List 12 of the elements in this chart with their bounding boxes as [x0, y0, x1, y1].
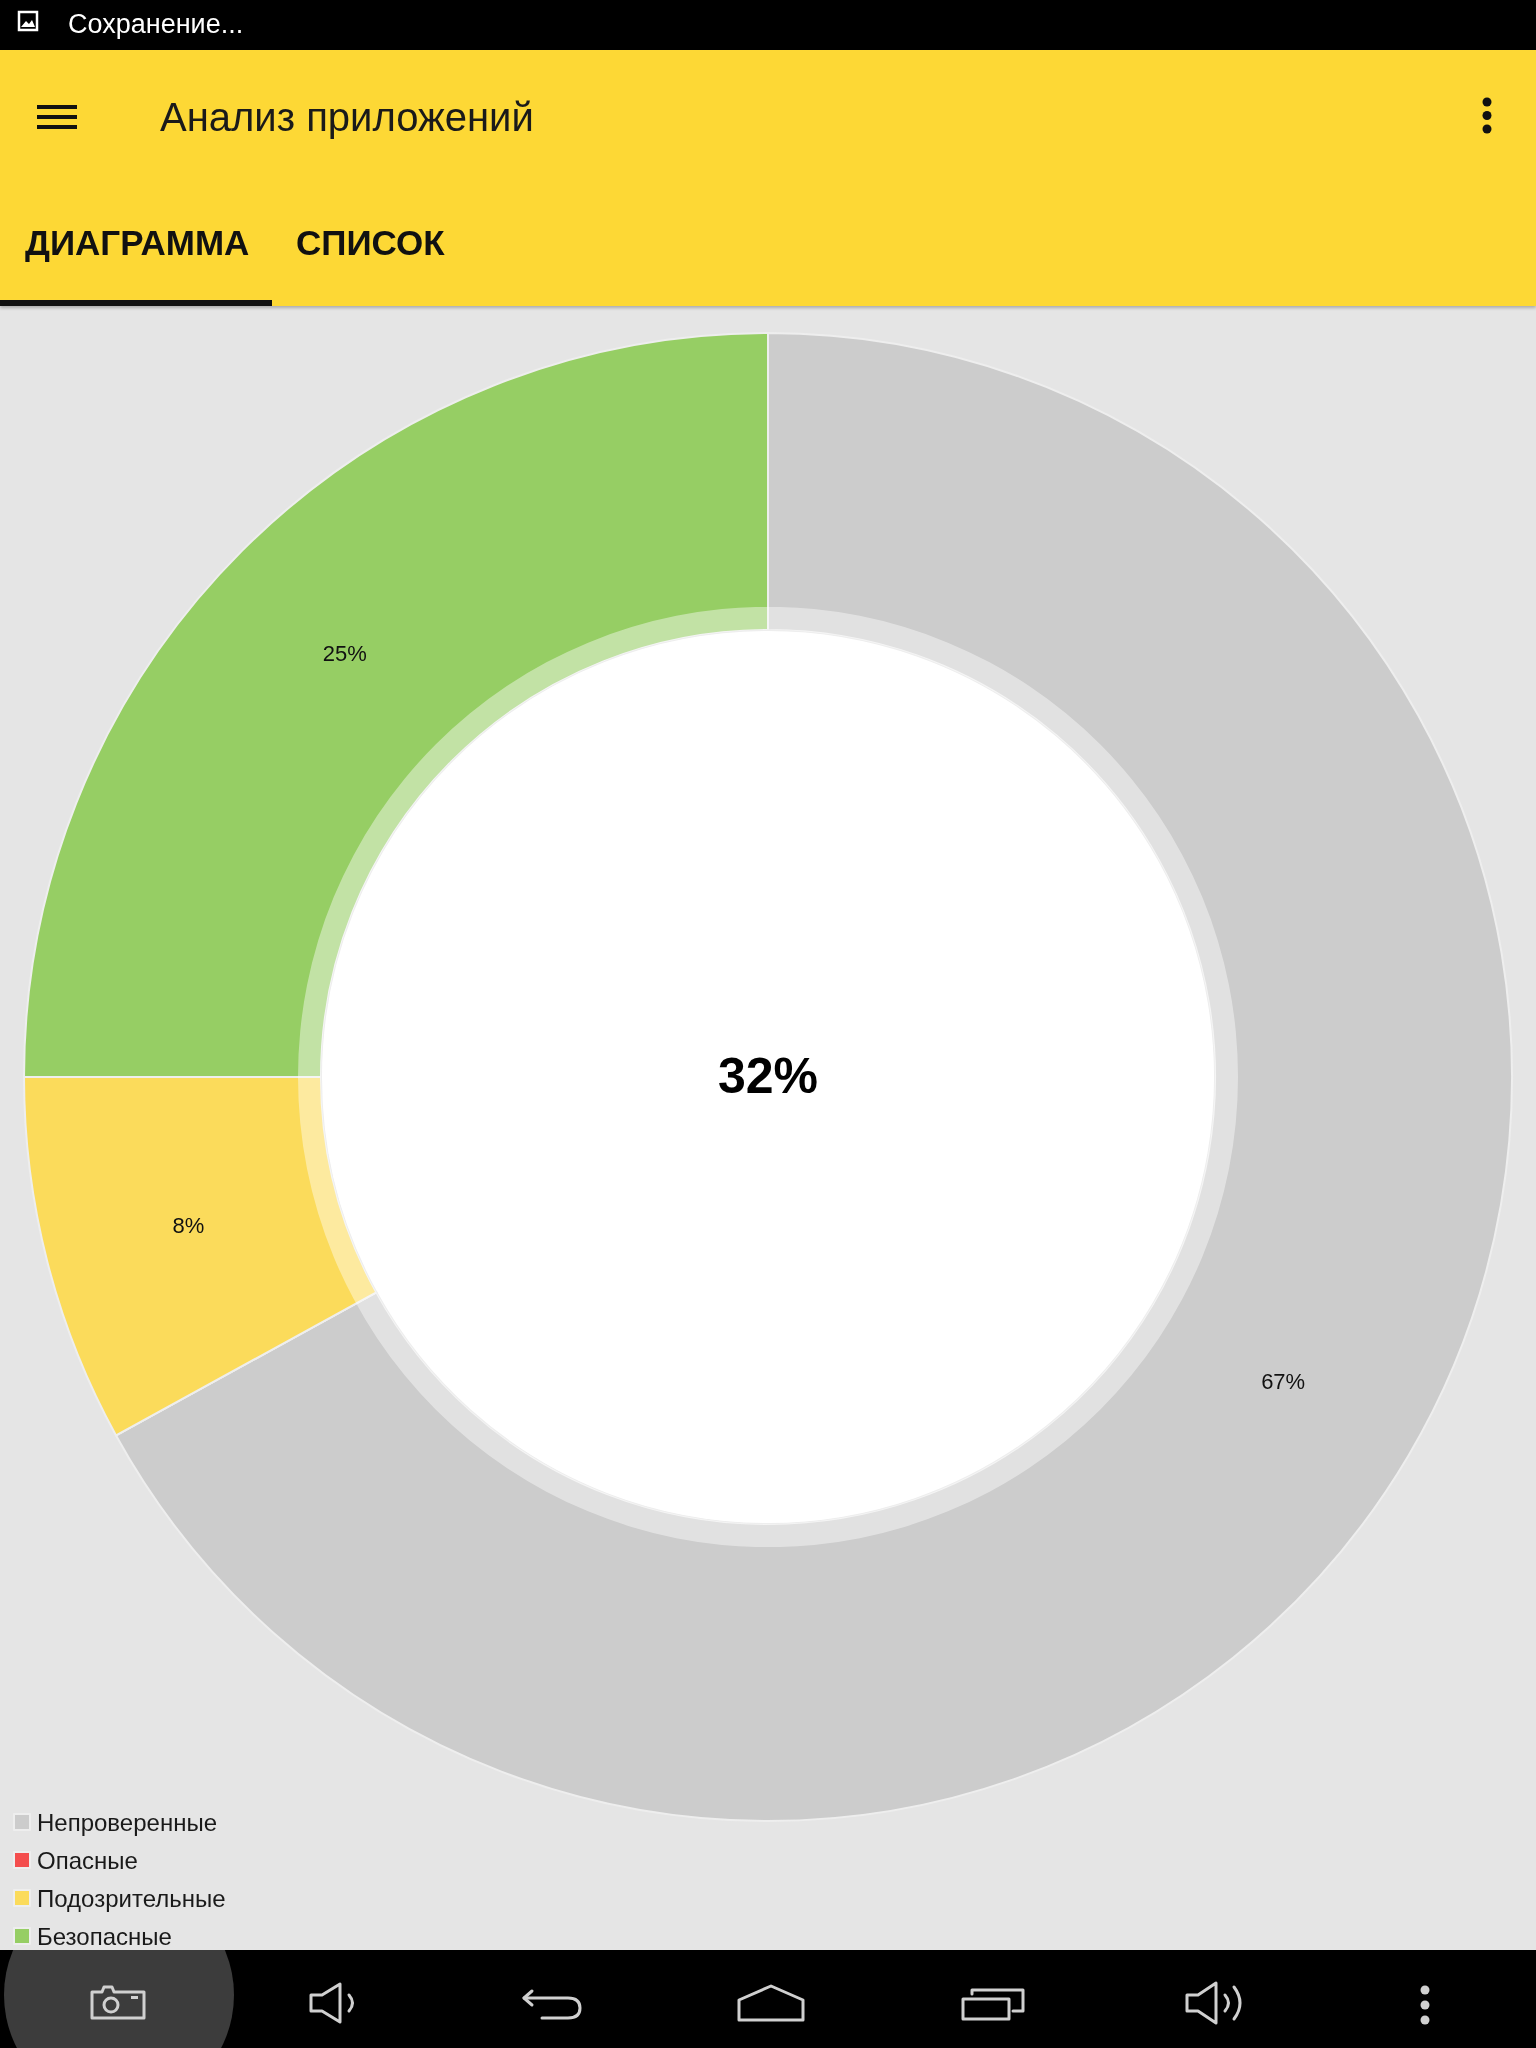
data-label: 67%: [1261, 1369, 1306, 1395]
data-label: 8%: [172, 1213, 205, 1239]
chart-title: Анализ приложений: [160, 94, 534, 140]
text: ДИАГРАММА: [25, 222, 250, 264]
legend-label: Опасные: [37, 1846, 138, 1874]
text: 32%: [717, 1048, 819, 1106]
text: СПИСОК: [296, 222, 445, 264]
legend-label: Непроверенные: [37, 1808, 217, 1836]
legend-label: Подозрительные: [37, 1884, 226, 1912]
data-label: 25%: [322, 641, 367, 667]
text: Сохранение...: [68, 9, 244, 41]
legend-label: Безопасные: [37, 1922, 172, 1950]
